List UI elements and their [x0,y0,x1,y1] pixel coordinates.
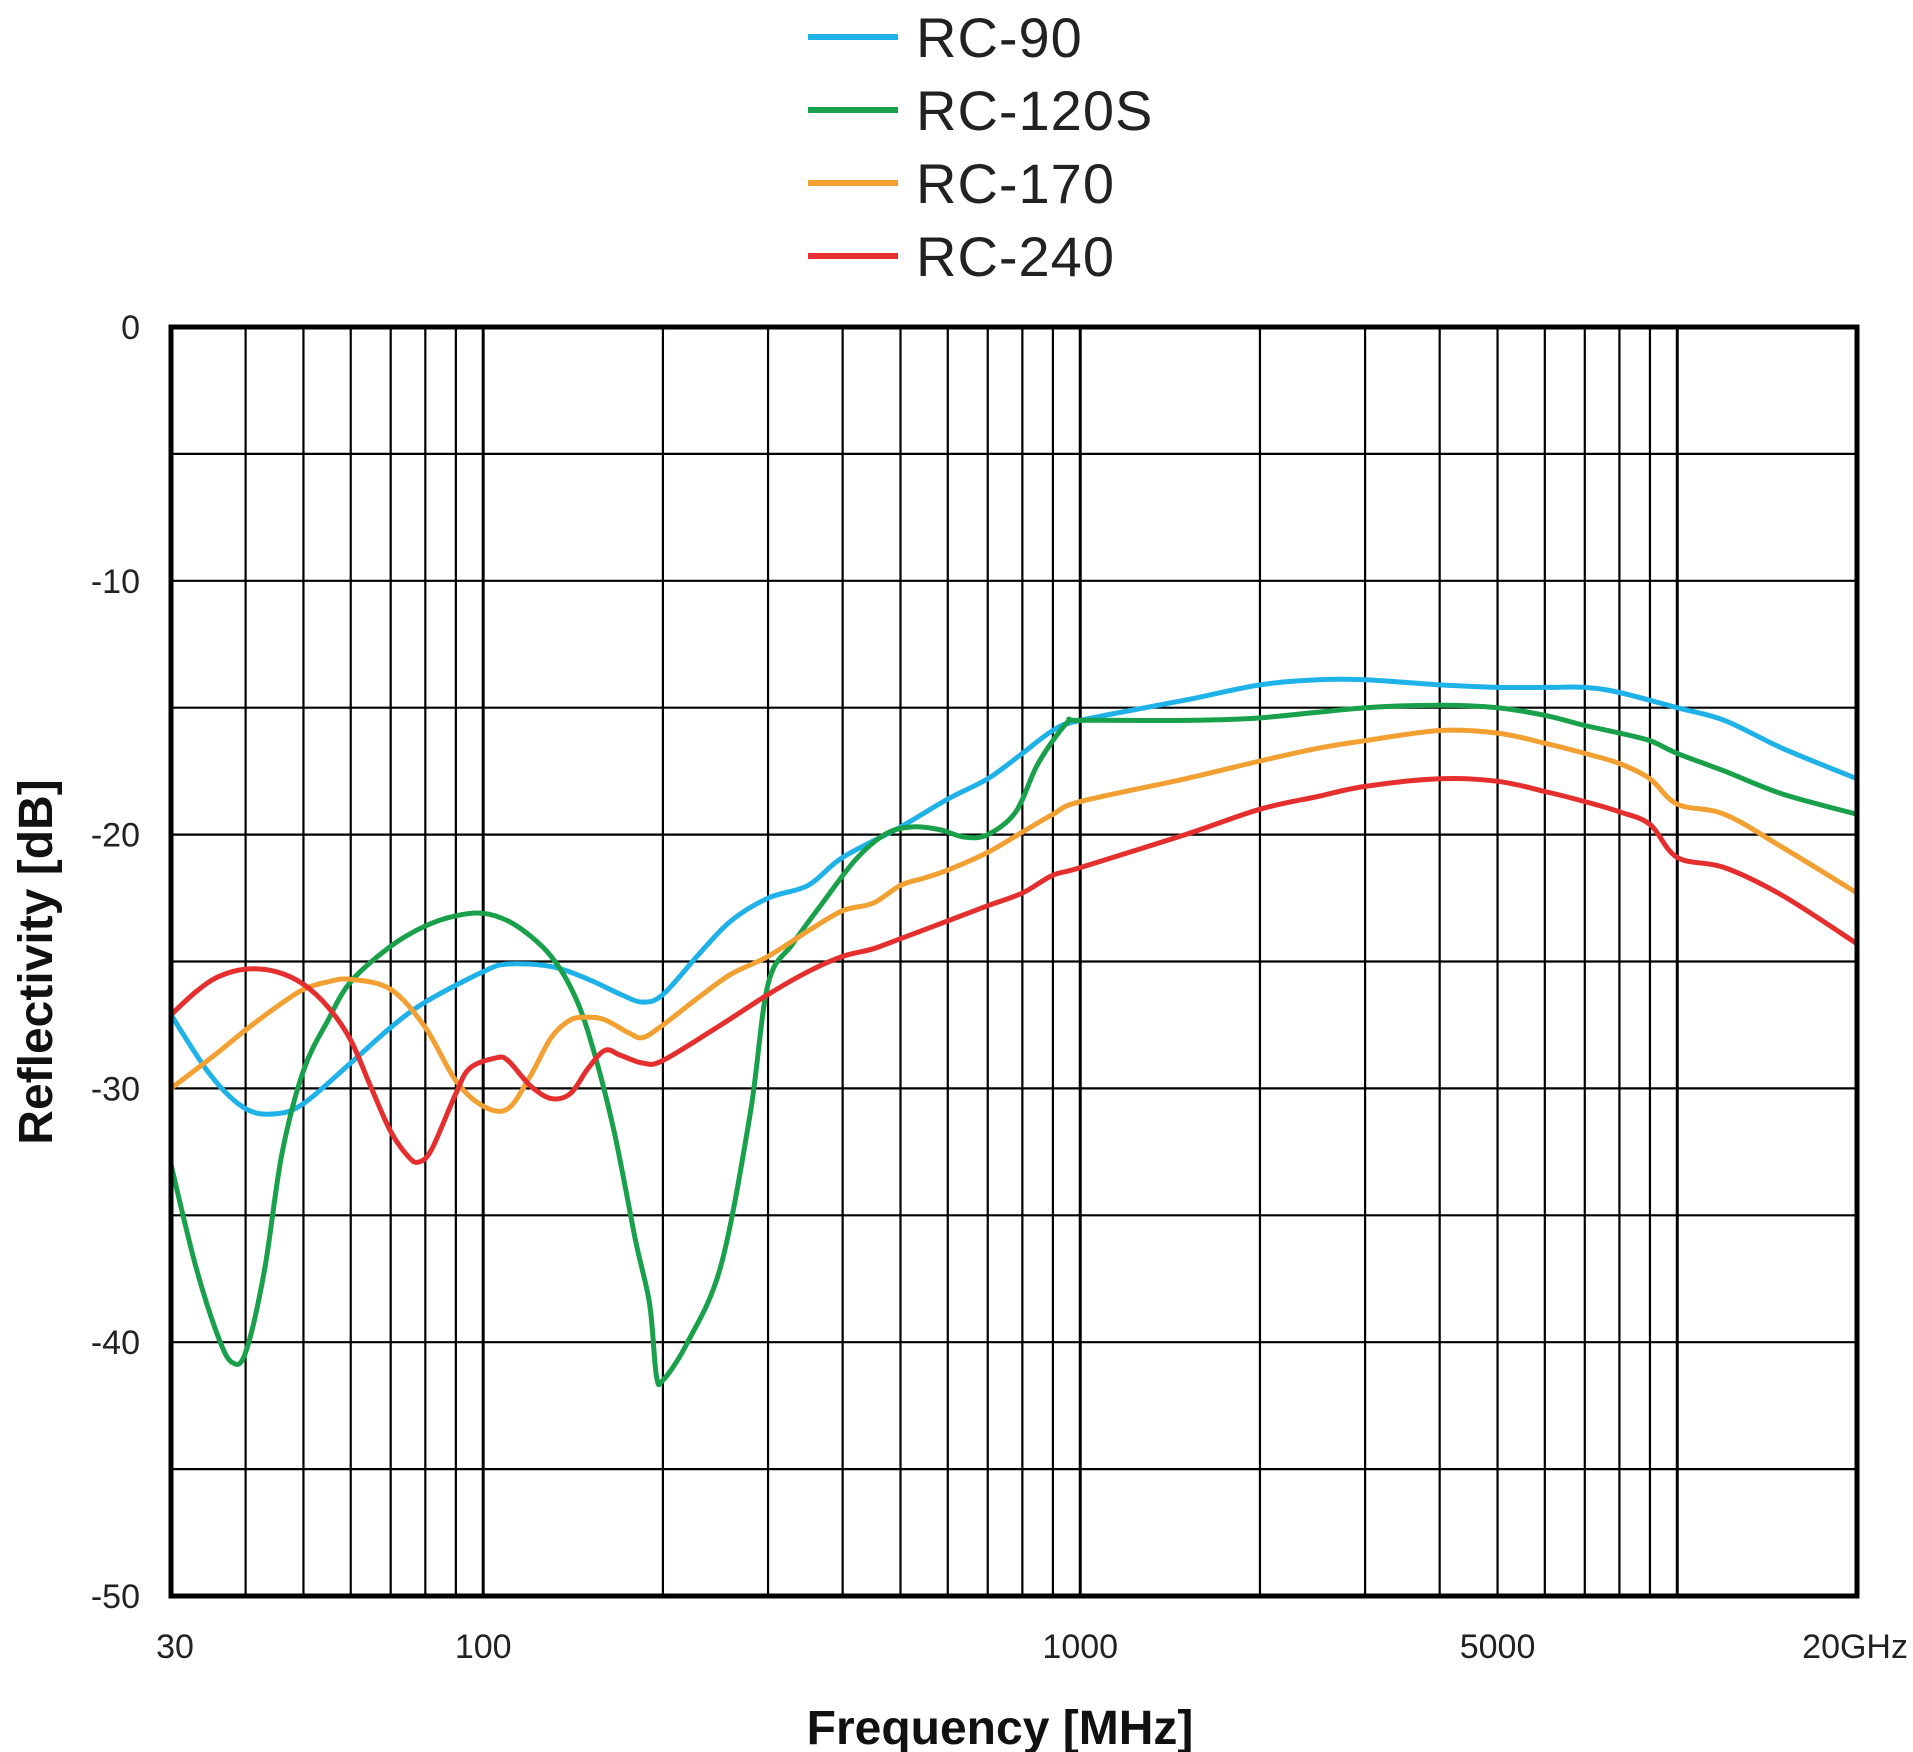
y-tick-label: -20 [91,817,140,855]
series-line-rc-90 [168,676,1860,1117]
x-tick-label: 20GHz [1802,1628,1908,1666]
x-axis-ticks: 30 100 1000 5000 20GHz [156,1628,1908,1666]
series-line-rc-170 [168,727,1860,1114]
legend: RC-90 RC-120S RC-170 RC-240 [808,0,1228,300]
legend-swatch [808,180,898,186]
series-line-rc-240 [168,776,1860,1165]
legend-swatch [808,253,898,259]
x-tick-label: 5000 [1460,1628,1536,1666]
legend-label: RC-90 [916,6,1083,69]
legend-label: RC-240 [916,225,1115,288]
y-tick-label: -50 [91,1578,140,1616]
y-axis-title: Reflectivity [dB] [10,779,63,1144]
x-axis-title: Frequency [MHz] [807,1702,1194,1752]
x-tick-label: 100 [455,1628,512,1666]
plot-frame [168,324,1860,1599]
x-tick-label: 1000 [1042,1628,1118,1666]
legend-label: RC-120S [916,79,1154,142]
y-tick-label: -10 [91,563,140,601]
legend-label: RC-170 [916,152,1115,215]
y-tick-label: -30 [91,1070,140,1108]
y-tick-label: -40 [91,1324,140,1362]
grid-lines [171,327,1859,1596]
legend-swatch [808,34,898,40]
y-tick-label: 0 [121,309,140,347]
series-curves [168,676,1860,1388]
y-axis-ticks: 0 -10 -20 -30 -40 -50 [91,309,140,1616]
legend-swatch [808,107,898,113]
x-tick-label: 30 [156,1628,194,1666]
